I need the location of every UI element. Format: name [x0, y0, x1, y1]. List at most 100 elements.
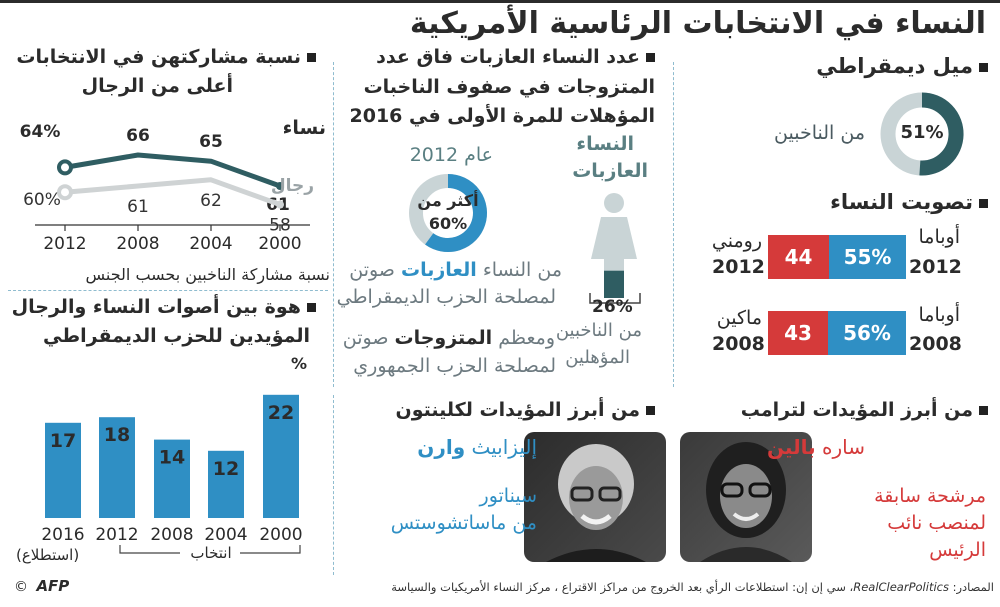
- vote-row1-dem-year: 2012: [909, 256, 962, 278]
- ring-year-label: عام 2012: [409, 144, 493, 166]
- warren-portrait-icon: [546, 444, 646, 562]
- single-label-line2: العازبات: [572, 160, 648, 182]
- single-note1-line2: لمصلحة الحزب الديمقراطي: [336, 286, 556, 308]
- single-heading-line2: المتزوجات في صفوف الناخبات: [363, 76, 655, 98]
- clinton-heading: من أبرز المؤيدات لكلينتون: [396, 399, 655, 421]
- ring-label-line2: 60%: [428, 214, 468, 233]
- single-bracket: [589, 293, 641, 304]
- gap-bar: [99, 417, 135, 518]
- trump-desc-line3: الرئيس: [929, 539, 986, 561]
- single-ring-arc: [425, 174, 487, 252]
- single-note1-emphasis: العازبات: [400, 259, 477, 281]
- vote-row2-rep-year: 2008: [712, 333, 765, 355]
- gap-bar-value: 12: [213, 458, 239, 480]
- single-note1-line1: من النساء العازبات صوتن: [349, 259, 562, 281]
- separator-bottom: [333, 395, 334, 575]
- gap-x-tick-label: 2000: [259, 525, 302, 545]
- trump-name-last: بالين: [766, 435, 816, 459]
- single-ring: [409, 174, 487, 252]
- turnout-line-women: [64, 152, 281, 189]
- turnout-heading-line1: نسبة مشاركتهن في الانتخابات: [16, 46, 316, 68]
- vote-row2-dem-name: أوباما: [918, 304, 961, 326]
- single-caption-line1: من الناخبين: [555, 320, 642, 341]
- footer-sources: المصادر: RealClearPolitics، سي إن إن: اس…: [391, 580, 994, 594]
- separator-top-left: [8, 290, 328, 291]
- trump-desc-line1: مرشحة سابقة: [874, 485, 986, 507]
- turnout-point: [276, 182, 284, 190]
- gap-heading-line1: هوة بين أصوات النساء والرجال: [12, 296, 316, 318]
- gap-bar: [45, 422, 81, 518]
- turnout-value-label: 60%: [23, 190, 61, 210]
- trump-name: ساره بالين: [766, 435, 865, 459]
- turnout-value-label: 58: [269, 216, 291, 236]
- trump-heading: من أبرز المؤيدات لترامب: [741, 399, 988, 421]
- gap-x-tick-label: 2012: [95, 525, 138, 545]
- separator-right: [673, 62, 674, 387]
- warren-photo: [524, 432, 666, 562]
- turnout-heading-line2: أعلى من الرجال: [81, 75, 233, 97]
- vote-row1-rep-bar: 44: [768, 235, 829, 279]
- gap-bar: [263, 394, 299, 518]
- single-note2-line1: ومعظم المتزوجات صوتن: [342, 327, 555, 349]
- dem-pct: 51%: [900, 122, 944, 143]
- gap-bar-value: 17: [50, 430, 76, 452]
- turnout-x-tick-label: 2008: [116, 234, 159, 254]
- single-caption-line2: المؤهلين: [565, 347, 630, 368]
- turnout-point: [57, 159, 73, 176]
- turnout-x-tick-label: 2012: [43, 234, 86, 254]
- vote-row1-dem-name: أوباما: [918, 226, 961, 248]
- clinton-name-last: وارن: [417, 435, 466, 459]
- separator-left: [333, 62, 334, 387]
- turnout-caption: نسبة مشاركة الناخبين بحسب الجنس: [85, 265, 330, 284]
- clinton-desc-line1: سيناتور: [479, 485, 537, 507]
- gap-bar-value: 22: [268, 402, 294, 424]
- ring-label-line1: أكثر من: [417, 191, 479, 210]
- footer-copyright: © AFP: [14, 577, 69, 595]
- vote-row1-rep-year: 2012: [712, 256, 765, 278]
- bullet-square: [979, 198, 988, 208]
- top-rule: [0, 0, 1000, 3]
- dem-donut-arc: [919, 92, 964, 176]
- gap-unit: %: [291, 354, 308, 373]
- turnout-value-label: 64%: [20, 122, 60, 142]
- vote-row2-rep-bar: 43: [768, 311, 828, 355]
- gap-bar-value: 14: [159, 447, 185, 469]
- turnout-x-tick-label: 2000: [258, 234, 301, 254]
- turnout-men-label: رجال: [270, 176, 314, 196]
- single-note2-emphasis: المتزوجات: [394, 327, 493, 349]
- afp-logo: AFP: [36, 577, 70, 595]
- turnout-x-tick-label: 2004: [189, 234, 232, 254]
- dem-heading: ميل ديمقراطي: [816, 54, 988, 78]
- vote-row1-rep-name: رومني: [711, 230, 762, 252]
- turnout-point: [276, 200, 284, 209]
- turnout-point: [57, 184, 73, 201]
- trump-desc-line2: لمنصب نائب: [887, 512, 986, 534]
- page-title: النساء في الانتخابات الرئاسية الأمريكية: [409, 6, 986, 41]
- dem-caption: من الناخبين: [774, 122, 865, 144]
- single-heading-line3: المؤهلات للمرة الأولى في 2016: [349, 105, 656, 127]
- single-note2-line2: لمصلحة الحزب الجمهوري: [353, 355, 556, 377]
- bullet-square: [646, 53, 655, 62]
- gap-bar-value: 18: [104, 424, 130, 446]
- vote-row2-dem-year: 2008: [909, 333, 962, 355]
- gap-chart: 17 2016 18 2012 14 2008 12 2004 22 2000: [41, 394, 303, 545]
- clinton-desc-line2: من ماساتشوستس: [390, 512, 537, 534]
- gap-bar: [208, 450, 244, 518]
- turnout-value-label: 66: [126, 126, 150, 146]
- turnout-value-label: 61: [127, 197, 149, 217]
- gap-x-tick-label: 2004: [204, 525, 247, 545]
- gap-x-tick-label: 2016: [41, 525, 84, 545]
- bullet-square: [979, 62, 988, 72]
- bullet-square: [307, 53, 316, 62]
- gap-heading-line2: المؤيدين للحزب الديمقراطي: [43, 325, 310, 347]
- vote-row1-dem-bar: 55%: [829, 235, 906, 279]
- single-pct: 26%: [592, 297, 633, 317]
- gap-bar: [154, 439, 190, 518]
- palin-photo: [680, 432, 812, 562]
- gap-x-tick-label: 2008: [150, 525, 193, 545]
- vote-row2-rep-name: ماكين: [716, 307, 762, 329]
- gap-election-label: انتخاب: [190, 544, 232, 562]
- dem-donut: [880, 92, 964, 176]
- women-vote-heading: تصويت النساء: [830, 190, 988, 214]
- clinton-name: إليزابيث وارن: [417, 435, 537, 459]
